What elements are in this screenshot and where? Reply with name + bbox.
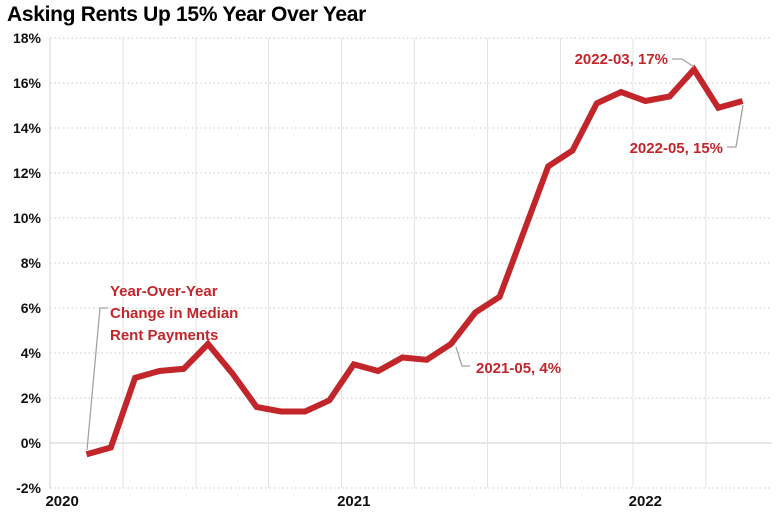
y-tick-label: 0% — [21, 435, 42, 451]
y-tick-label: 18% — [13, 30, 42, 46]
y-tick-label: 2% — [21, 390, 42, 406]
y-tick-label: 8% — [21, 255, 42, 271]
annotation-2021-05: 2021-05, 4% — [476, 360, 561, 377]
y-tick-label: -2% — [16, 480, 41, 496]
leader-lines — [86, 58, 744, 451]
y-tick-label: 10% — [13, 210, 42, 226]
series-annotation-line3: Rent Payments — [110, 327, 218, 344]
y-tick-label: 4% — [21, 345, 42, 361]
leader-line-2022-05 — [727, 104, 744, 148]
annotation-2022-05: 2022-05, 15% — [630, 140, 723, 157]
x-axis-labels: 2020 2021 2022 — [45, 493, 662, 510]
y-tick-label: 16% — [13, 75, 42, 91]
series-label-leader-line — [86, 307, 108, 451]
rent-yoy-line — [85, 64, 744, 458]
x-tick-label: 2020 — [45, 493, 78, 510]
series-annotation-line1: Year-Over-Year — [110, 283, 218, 300]
x-tick-label: 2021 — [337, 493, 370, 510]
x-tick-label: 2022 — [629, 493, 662, 510]
series-annotation: Year-Over-Year Change in Median Rent Pay… — [110, 283, 238, 344]
y-tick-label: 12% — [13, 165, 42, 181]
series-annotation-line2: Change in Median — [110, 305, 238, 322]
y-axis-labels: 18% 16% 14% 12% 10% 8% 6% 4% 2% 0% -2% — [13, 30, 42, 496]
leader-line-2022-03 — [672, 58, 695, 68]
gridlines — [49, 37, 772, 489]
y-tick-label: 14% — [13, 120, 42, 136]
chart-title: Asking Rents Up 15% Year Over Year — [7, 3, 367, 26]
annotation-2022-03: 2022-03, 17% — [575, 51, 668, 68]
y-tick-label: 6% — [21, 300, 42, 316]
leader-line-2021-05 — [455, 346, 470, 367]
